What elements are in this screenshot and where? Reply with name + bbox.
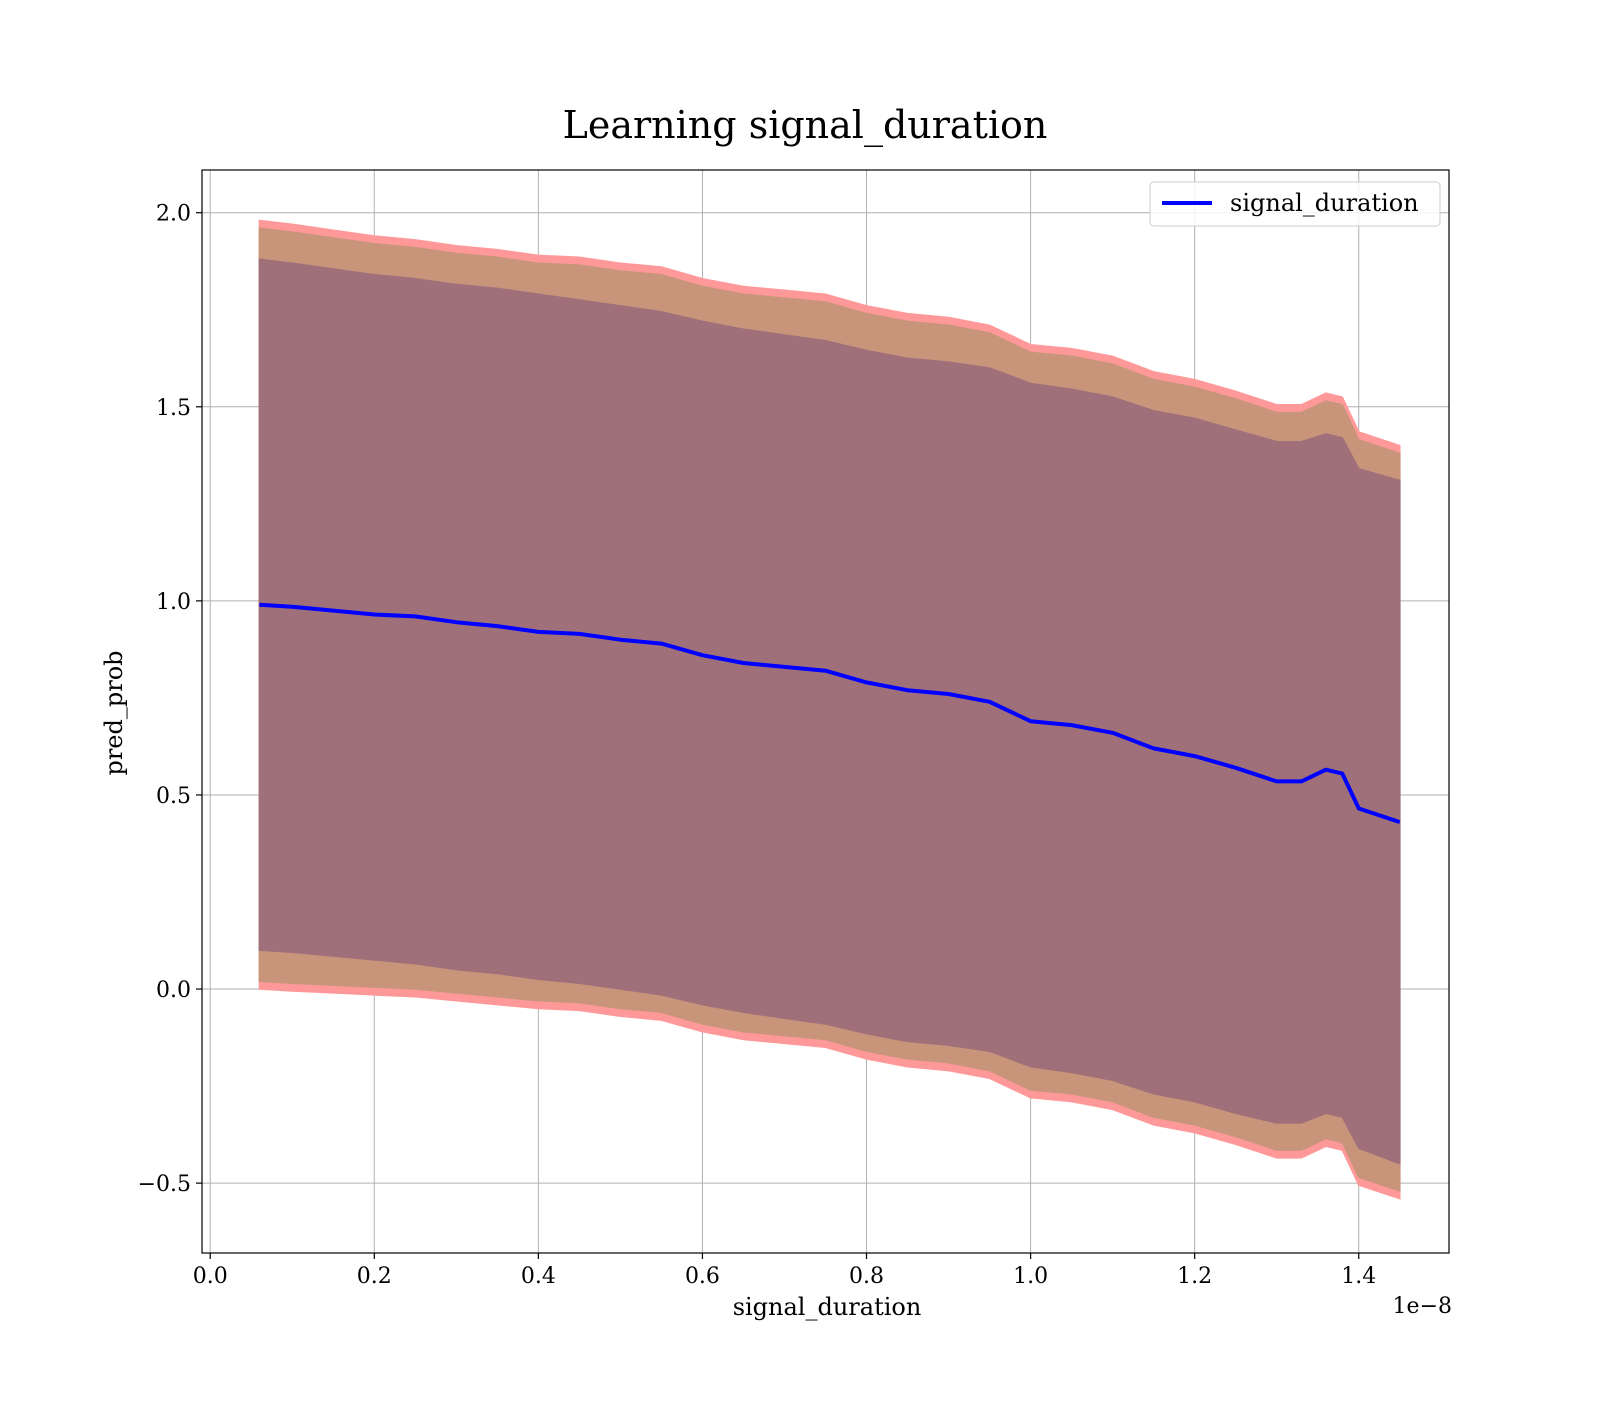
legend-box — [1149, 181, 1441, 227]
y-axis-label: pred_prob — [100, 650, 128, 775]
band-inner — [258, 258, 1401, 1165]
y-tick-label: −0.5 — [138, 1172, 191, 1197]
chart-title: Learning signal_duration — [563, 103, 1048, 148]
band-layer — [258, 219, 1401, 1200]
x-tick-label: 0.2 — [357, 1264, 392, 1289]
tick-layer: 0.0 0.2 0.4 0.6 0.8 1.0 1.2 1.4 −0.5 0.0 0.5 1.0 1.5… — [138, 202, 1377, 1289]
x-axis-offset-label: 1e−8 — [1393, 1294, 1452, 1319]
x-tick-label: 1.4 — [1341, 1264, 1376, 1289]
legend: signal_duration — [1149, 181, 1441, 227]
x-tick-label: 0.4 — [521, 1264, 556, 1289]
y-tick-label: 0.5 — [156, 784, 191, 809]
plot-frame — [201, 169, 1450, 1254]
y-tick-label: 1.5 — [156, 396, 191, 421]
x-tick-label: 0.8 — [849, 1264, 884, 1289]
x-tick-label: 1.0 — [1013, 1264, 1048, 1289]
y-tick-label: 0.0 — [156, 978, 191, 1003]
y-tick-label: 1.0 — [156, 590, 191, 615]
legend-label: signal_duration — [1230, 189, 1419, 217]
x-tick-label: 0.6 — [685, 1264, 720, 1289]
series-line-signal-duration — [259, 602, 1401, 824]
x-tick-label: 1.2 — [1177, 1264, 1212, 1289]
y-tick-label: 2.0 — [156, 202, 191, 227]
line-layer — [259, 602, 1401, 824]
x-axis-label: signal_duration — [733, 1293, 922, 1321]
x-tick-label: 0.0 — [193, 1264, 228, 1289]
